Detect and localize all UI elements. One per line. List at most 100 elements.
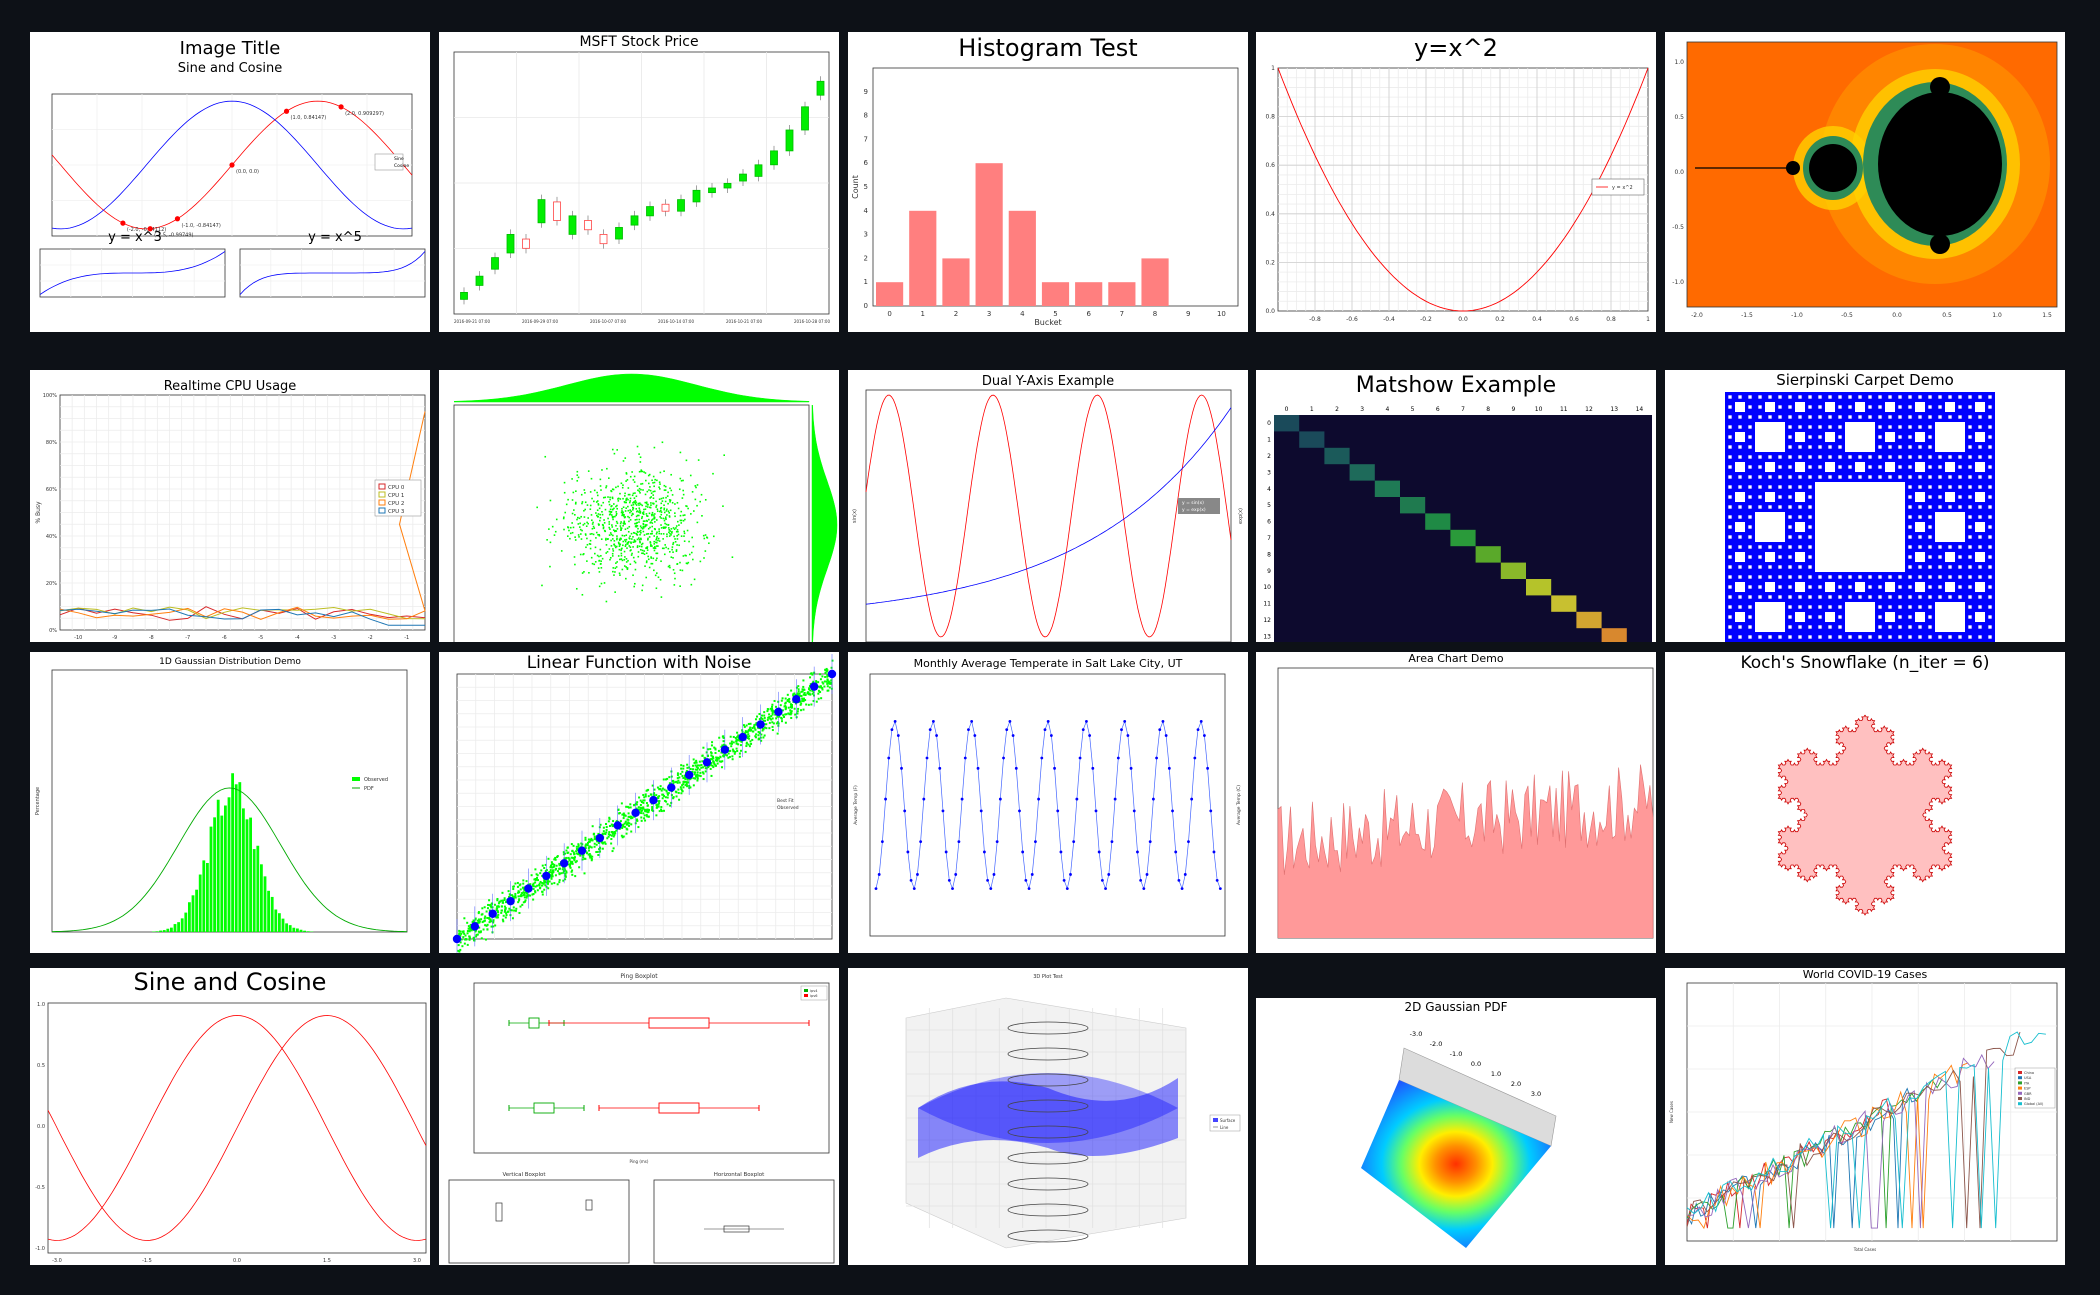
chart-mark	[778, 715, 781, 718]
chart-mark	[1798, 515, 1802, 519]
histogram-bar	[1041, 282, 1070, 306]
mandelbrot-main-cardioid	[1878, 92, 2002, 236]
chart-mark	[480, 918, 483, 921]
chart-mark	[1948, 475, 1952, 479]
chart-mark	[1798, 485, 1802, 489]
chart-mark	[1014, 766, 1018, 770]
chart-mark	[654, 478, 656, 481]
chart-mark	[534, 879, 537, 882]
chart-mark	[669, 804, 672, 807]
chart-mark	[560, 550, 563, 552]
chart-mark	[534, 877, 537, 880]
fit-point	[667, 783, 676, 792]
chart-mark	[599, 548, 602, 551]
legend-box	[1591, 178, 1645, 196]
chart-mark	[1788, 585, 1792, 589]
chart-mark	[629, 497, 632, 500]
x-tick-label: -0.6	[1346, 316, 1358, 323]
chart-mark	[790, 710, 793, 713]
chart-title: y=x^2	[1414, 34, 1498, 62]
chart-mark	[490, 906, 493, 909]
chart-mark	[487, 903, 490, 906]
chart-mark	[674, 540, 677, 543]
chart-mark	[663, 511, 666, 514]
chart-mark	[646, 549, 649, 551]
chart-mark	[605, 552, 608, 554]
chart-mark	[615, 562, 617, 564]
chart-mark	[640, 470, 642, 473]
chart-mark	[688, 778, 691, 781]
chart-mark	[1788, 425, 1792, 429]
x-tick-label: 0.2	[1495, 316, 1505, 323]
chart-mark	[1858, 415, 1862, 419]
chart-mark	[1918, 605, 1922, 609]
chart-mark	[638, 453, 640, 455]
chart-mark	[580, 515, 582, 518]
chart-mark	[682, 555, 685, 557]
chart-mark	[625, 577, 627, 580]
chart-mark	[709, 767, 712, 770]
chart-mark	[647, 795, 650, 798]
chart-mark	[593, 500, 595, 503]
chart-mark	[639, 525, 642, 527]
chart-mark	[1948, 415, 1952, 419]
chart-mark	[660, 596, 663, 598]
chart-mark	[551, 871, 554, 874]
chart-mark	[640, 801, 643, 804]
chart-mark	[628, 520, 630, 523]
chart-mark	[569, 861, 572, 864]
chart-mark	[586, 504, 589, 506]
chart-mark	[571, 860, 574, 863]
chart-mark	[800, 690, 803, 693]
chart-mark	[532, 898, 535, 901]
chart-mark	[1728, 525, 1732, 529]
fit-point	[684, 770, 694, 780]
chart-mark	[754, 735, 757, 738]
chart-mark	[458, 933, 461, 936]
legend-label: CPU 2	[388, 501, 404, 507]
chart-mark	[609, 513, 612, 515]
chart-mark	[794, 693, 797, 696]
chart-mark	[644, 795, 647, 798]
chart-mark	[1798, 545, 1802, 549]
chart-mark	[713, 746, 716, 749]
row-label: 7	[1267, 535, 1271, 542]
chart-mark	[751, 727, 754, 730]
chart-mark	[653, 516, 656, 519]
matrix-cell	[1551, 595, 1577, 612]
chart-mark	[609, 528, 611, 530]
chart-mark	[1838, 455, 1842, 459]
row-label: 4	[1267, 486, 1271, 493]
chart-mark	[628, 545, 631, 547]
chart-mark	[639, 529, 642, 532]
chart-mark	[1878, 435, 1882, 439]
x-tick-label: 2016-10-21 07:00	[726, 319, 763, 324]
chart-mark	[1765, 552, 1775, 562]
chart-mark	[594, 561, 597, 563]
chart-mark	[656, 572, 658, 574]
chart-mark	[754, 723, 757, 726]
chart-mark	[1885, 432, 1895, 442]
chart-mark	[621, 486, 624, 489]
chart-mark	[621, 513, 624, 515]
chart-mark	[613, 540, 616, 542]
chart-mark	[1908, 495, 1912, 499]
chart-mark	[589, 856, 592, 859]
chart-mark	[658, 481, 661, 484]
chart-mark	[1788, 455, 1792, 459]
chart-mark	[655, 538, 657, 541]
chart-mark	[589, 533, 592, 535]
chart-mark	[622, 484, 624, 486]
chart-mark	[466, 943, 469, 946]
chart-mark	[625, 534, 628, 537]
chart-mark	[608, 548, 611, 550]
chart-mark	[462, 936, 465, 939]
chart-mark	[1908, 565, 1912, 569]
chart-mark	[1171, 809, 1174, 813]
chart-mark	[611, 496, 614, 499]
chart-mark	[641, 552, 643, 555]
chart-mark	[634, 540, 637, 543]
chart-mark	[1728, 455, 1732, 459]
chart-mark	[645, 810, 648, 813]
